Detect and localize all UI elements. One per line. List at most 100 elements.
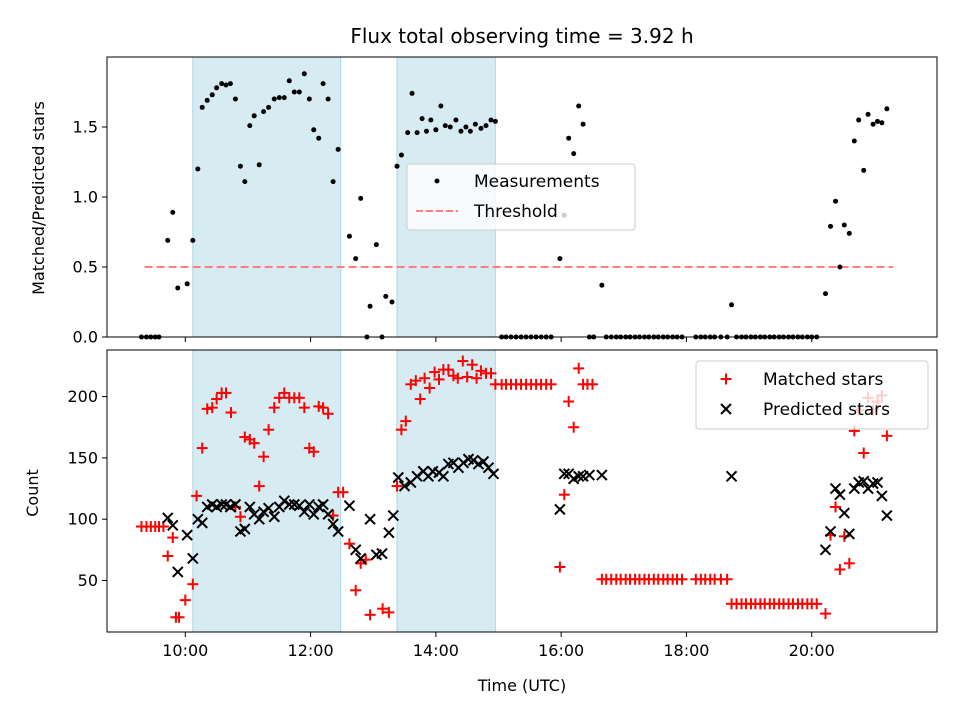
bottom-legend: Matched stars Predicted stars: [695, 360, 929, 430]
matched-star-point: [308, 446, 320, 458]
predicted-star-point: [848, 482, 861, 495]
measurement-point: [833, 198, 839, 204]
matched-star-point: [391, 480, 403, 492]
legend-matched-label: Matched stars: [763, 370, 883, 390]
y-tick-label: 0.0: [73, 328, 98, 347]
matched-star-point: [819, 608, 831, 620]
y-tick-label: 1.5: [73, 118, 98, 137]
predicted-star-point: [392, 471, 404, 484]
matched-star-point: [248, 437, 260, 449]
matched-star-point: [410, 375, 422, 387]
predicted-star-point: [554, 503, 566, 516]
predicted-star-point: [262, 502, 275, 514]
bottom-legend-box: [695, 360, 929, 430]
predicted-star-point: [383, 526, 395, 539]
x-tick-label: 10:00: [162, 641, 208, 660]
predicted-star-point: [187, 552, 199, 565]
matched-star-point: [419, 372, 431, 384]
matched-stars-points: [135, 355, 893, 623]
matched-star-point: [253, 480, 265, 492]
predicted-star-point: [268, 511, 280, 523]
matched-star-point: [395, 424, 407, 436]
matched-star-point: [225, 407, 237, 419]
measurement-point: [729, 302, 735, 308]
measurement-point: [227, 81, 233, 87]
top-legend-box: [406, 163, 636, 231]
measurement-point: [209, 92, 215, 98]
measurement-point: [175, 285, 181, 291]
matched-star-point: [273, 392, 285, 404]
y-tick-label: 50: [78, 571, 98, 590]
y-tick-label: 100: [67, 510, 98, 529]
predicted-star-point: [487, 468, 500, 480]
bottom-x-ticks: 10:00 12:00 14:00 16:00 18:00 20:00: [162, 632, 835, 660]
predicted-stars-points: [162, 453, 893, 578]
measurement-point: [373, 242, 379, 248]
measurement-point: [358, 195, 364, 201]
x-tick-label: 12:00: [288, 641, 334, 660]
predicted-star-point: [244, 501, 256, 513]
matched-star-point: [258, 451, 270, 463]
predicted-star-point: [196, 517, 208, 529]
matched-star-point: [322, 408, 334, 420]
measurement-point: [353, 256, 359, 262]
matched-star-point: [187, 578, 199, 590]
matched-star-point: [162, 550, 174, 562]
predicted-star-point: [824, 525, 837, 538]
measurement-point: [190, 237, 196, 243]
top-legend: Measurements Threshold: [406, 163, 636, 231]
matched-star-point: [220, 387, 232, 399]
matched-star-point: [364, 609, 376, 621]
predicted-star-point: [349, 544, 362, 556]
measurement-point: [438, 103, 444, 109]
measurement-point: [247, 123, 253, 129]
measurement-point: [865, 111, 871, 117]
measurement-point: [566, 135, 572, 141]
predicted-star-point: [298, 506, 311, 518]
matched-star-point: [234, 511, 246, 523]
matched-star-point: [424, 382, 436, 394]
measurement-point: [463, 124, 469, 130]
measurement-point: [492, 118, 498, 124]
predicted-star-point: [215, 498, 228, 511]
measurement-point: [841, 222, 847, 228]
chart-title: Flux total observing time = 3.92 h: [350, 24, 693, 48]
matched-star-point: [457, 355, 469, 367]
predicted-star-point: [303, 498, 316, 511]
matched-star-point: [471, 372, 483, 384]
predicted-star-point: [858, 475, 870, 487]
legend-measurements-label: Measurements: [474, 172, 600, 192]
measurement-point: [433, 127, 439, 133]
measurement-point: [822, 291, 828, 297]
x-tick-label: 14:00: [413, 641, 459, 660]
y-tick-label: 0.5: [73, 258, 98, 277]
matched-star-point: [485, 367, 497, 379]
measurement-point: [237, 163, 243, 169]
matched-star-point: [343, 538, 355, 550]
measurement-point: [261, 109, 267, 115]
measurement-point: [851, 138, 857, 144]
top-y-axis-label: Matched/Predicted stars: [29, 101, 48, 295]
predicted-star-point: [871, 476, 884, 489]
predicted-star-point: [387, 509, 399, 522]
measurement-point: [184, 281, 190, 287]
measurement-point: [330, 179, 336, 185]
matched-star-point: [350, 584, 362, 596]
top-plot-frame: [106, 56, 938, 338]
measurement-point: [199, 104, 205, 110]
measurement-point: [219, 81, 225, 87]
measurement-point: [325, 96, 331, 102]
predicted-star-point: [283, 498, 295, 511]
matched-star-point: [400, 415, 412, 427]
measurement-point: [301, 71, 307, 77]
predicted-star-point: [181, 529, 193, 541]
predicted-star-point: [332, 525, 344, 538]
measurement-point: [423, 128, 429, 134]
measurement-point: [367, 303, 373, 309]
matched-star-point: [461, 371, 473, 383]
matched-star-point: [298, 402, 310, 414]
measurement-point: [580, 121, 586, 127]
measurement-point: [571, 151, 577, 157]
legend-threshold-label: Threshold: [473, 202, 558, 222]
matched-star-point: [830, 501, 842, 513]
